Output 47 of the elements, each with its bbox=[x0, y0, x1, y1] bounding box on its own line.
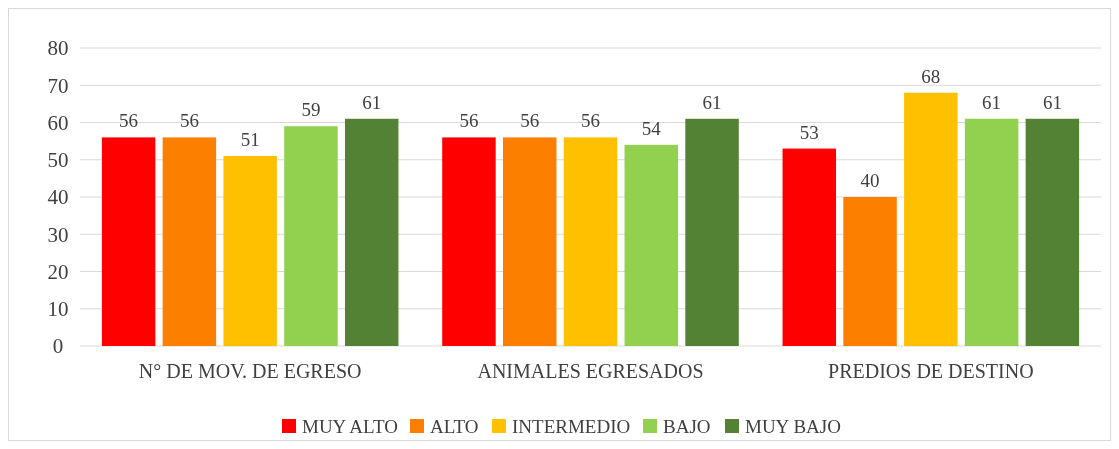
data-label: 51 bbox=[240, 129, 260, 151]
legend-label: INTERMEDIO bbox=[512, 415, 631, 437]
y-tick-label: 80 bbox=[47, 36, 69, 61]
bar bbox=[685, 118, 739, 346]
bar bbox=[502, 137, 557, 346]
data-label: 56 bbox=[520, 110, 540, 132]
bar bbox=[101, 137, 156, 346]
y-tick-label: 60 bbox=[47, 110, 69, 135]
bar bbox=[223, 156, 277, 346]
bar bbox=[442, 137, 496, 346]
bar bbox=[624, 144, 679, 346]
bar bbox=[563, 137, 618, 346]
data-label: 40 bbox=[860, 170, 880, 191]
y-tick-label: 20 bbox=[47, 259, 69, 284]
y-tick-label: 30 bbox=[47, 222, 69, 247]
data-label: 56 bbox=[119, 110, 139, 132]
y-tick-label: 50 bbox=[47, 148, 69, 173]
x-tick-label: N° DE MOV. DE EGRESO bbox=[138, 360, 362, 382]
data-label: 61 bbox=[362, 91, 382, 113]
legend-label: ALTO bbox=[430, 415, 479, 437]
data-label: 56 bbox=[459, 110, 479, 132]
data-label: 53 bbox=[799, 121, 819, 143]
bar bbox=[964, 118, 1019, 346]
bar bbox=[843, 197, 897, 346]
data-label: 59 bbox=[301, 99, 321, 121]
legend-label: MUY BAJO bbox=[745, 415, 841, 437]
bar bbox=[782, 148, 837, 346]
bar bbox=[1025, 118, 1080, 346]
legend-label: BAJO bbox=[663, 415, 711, 437]
x-tick-label: ANIMALES EGRESADOS bbox=[477, 360, 704, 382]
bar bbox=[284, 126, 338, 346]
bar bbox=[162, 137, 217, 346]
y-tick-label: 0 bbox=[52, 334, 64, 359]
x-tick-label: PREDIOS DE DESTINO bbox=[828, 360, 1034, 382]
data-label: 68 bbox=[921, 65, 941, 87]
bar bbox=[904, 92, 958, 346]
y-tick-label: 40 bbox=[47, 185, 69, 210]
data-label: 54 bbox=[641, 117, 662, 139]
bar bbox=[344, 118, 399, 346]
data-label: 56 bbox=[581, 110, 600, 132]
y-tick-label: 10 bbox=[47, 297, 69, 322]
y-tick-label: 70 bbox=[47, 73, 69, 98]
data-label: 56 bbox=[179, 110, 199, 132]
data-label: 61 bbox=[702, 91, 722, 113]
data-label: 61 bbox=[1042, 91, 1062, 113]
data-label: 61 bbox=[982, 91, 1002, 113]
legend-label: MUY ALTO bbox=[302, 415, 398, 437]
